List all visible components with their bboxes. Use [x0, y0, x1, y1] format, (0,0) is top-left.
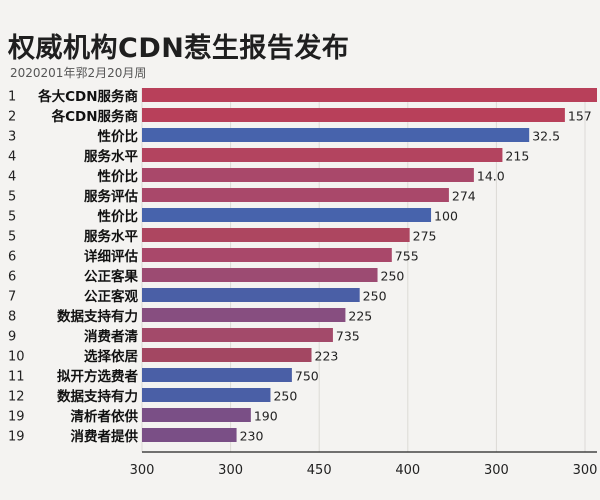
value-label: 250: [363, 289, 387, 304]
category-label: 拟开方选费者: [57, 368, 138, 385]
bar: [142, 88, 597, 102]
rank-label: 1: [8, 90, 16, 105]
chart-title: 权威机构CDN惹生报告发布: [8, 33, 350, 64]
rank-label: 4: [8, 170, 16, 185]
bar: [142, 208, 432, 222]
value-label: 250: [381, 269, 405, 284]
rank-label: 3: [8, 130, 16, 145]
bar: [142, 388, 271, 402]
category-label: 消费者清: [84, 328, 138, 345]
bar: [142, 308, 346, 322]
rank-label: 4: [8, 150, 16, 165]
bar: [142, 148, 503, 162]
value-label: 190: [254, 409, 278, 424]
rank-label: 12: [8, 390, 25, 405]
bar: [142, 408, 251, 422]
rank-label: 7: [8, 290, 16, 305]
bar: [142, 348, 312, 362]
chart-subtitle: 2020201年郛2月20月周: [10, 66, 147, 80]
value-label: 100: [434, 209, 458, 224]
rank-label: 11: [8, 370, 25, 385]
x-tick-label: 300: [484, 463, 509, 478]
category-label: 性价比: [98, 208, 139, 225]
category-label: 服务水平: [84, 148, 138, 165]
bar: [142, 248, 392, 262]
rank-label: 5: [8, 190, 16, 205]
bar: [142, 268, 378, 282]
bar: [142, 168, 474, 182]
value-label: 230: [240, 429, 264, 444]
x-tick-label: 300: [218, 463, 243, 478]
value-label: 32.5: [532, 129, 560, 144]
bar: [142, 188, 449, 202]
bar: [142, 328, 333, 342]
bar: [142, 228, 410, 242]
rank-label: 6: [8, 270, 16, 285]
value-label: 735: [336, 329, 360, 344]
value-label: 215: [505, 149, 529, 164]
rank-label: 19: [8, 430, 25, 445]
rank-label: 19: [8, 410, 25, 425]
value-label: 274: [452, 189, 476, 204]
category-label: 公正客果: [84, 268, 138, 285]
category-label: 选择依居: [84, 348, 138, 365]
category-label: 数据支持有力: [57, 388, 138, 405]
category-label: 各大CDN服务商: [37, 88, 138, 105]
category-label: 各CDN服务商: [51, 108, 138, 125]
value-label: 225: [348, 309, 372, 324]
rank-label: 6: [8, 250, 16, 265]
value-label: 223: [315, 349, 339, 364]
x-tick-label: 400: [395, 463, 420, 478]
value-label: 250: [273, 389, 297, 404]
rank-label: 9: [8, 330, 16, 345]
value-label: 14.0: [477, 169, 505, 184]
rank-label: 2: [8, 110, 16, 125]
rank-label: 5: [8, 210, 16, 225]
bar: [142, 288, 360, 302]
bar: [142, 108, 565, 122]
category-label: 服务水平: [84, 228, 138, 245]
category-label: 性价比: [98, 168, 139, 185]
category-label: 性价比: [98, 128, 139, 145]
bar: [142, 368, 292, 382]
x-tick-label: 450: [307, 463, 332, 478]
x-tick-label: 300: [130, 463, 155, 478]
category-label: 公正客观: [84, 288, 138, 305]
rank-label: 8: [8, 310, 16, 325]
value-label: 157: [568, 109, 592, 124]
category-label: 清析者依供: [71, 408, 139, 425]
category-label: 服务评估: [84, 188, 138, 205]
category-label: 数据支持有力: [57, 308, 138, 325]
value-label: 755: [395, 249, 419, 264]
rank-label: 5: [8, 230, 16, 245]
bar: [142, 428, 237, 442]
value-label: 750: [295, 369, 319, 384]
category-label: 详细评估: [84, 248, 138, 265]
rank-label: 10: [8, 350, 25, 365]
value-label: 275: [413, 229, 437, 244]
x-tick-label: 300: [573, 463, 598, 478]
bar: [142, 128, 530, 142]
category-label: 消费者提供: [71, 428, 139, 445]
